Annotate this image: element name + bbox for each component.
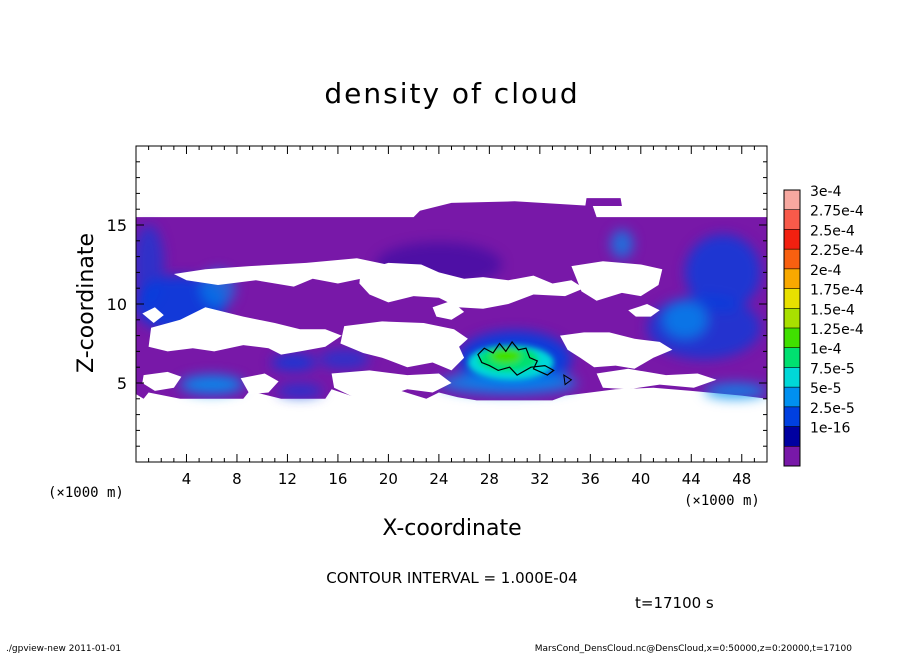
gap-middle-right <box>560 332 673 369</box>
patch-low-right <box>703 383 767 399</box>
contour-lines <box>477 340 573 386</box>
patch-core-base <box>438 371 578 395</box>
gap-upper-left <box>173 258 395 287</box>
x-tick-label: 32 <box>530 470 549 488</box>
patch-top-dot <box>610 229 634 259</box>
x-axis-title: X-coordinate <box>382 516 521 541</box>
footer-right: MarsCond_DensCloud.nc@DensCloud,x=0:5000… <box>535 644 852 654</box>
patch-low-bottom <box>277 384 323 398</box>
gap-middle-center <box>340 321 468 371</box>
cloud-detached-top <box>585 198 622 206</box>
colorbar-label: 5e-5 <box>810 381 841 397</box>
contour-interval-label: CONTOUR INTERVAL = 1.000E-04 <box>326 569 577 587</box>
gap-left-top <box>142 307 164 323</box>
patch-low-12 <box>271 354 317 371</box>
colorbar-swatch <box>784 229 800 250</box>
colorbar-swatch <box>784 268 800 290</box>
colorbar-label: 2.5e-4 <box>810 223 855 239</box>
gap-lower-center <box>331 370 452 398</box>
y-tick-label: 10 <box>107 295 127 314</box>
gap-lower-8 <box>240 373 279 395</box>
colorbar-label: 1.25e-4 <box>810 322 864 338</box>
colorbar-swatch <box>784 387 800 408</box>
colorbar-label: 2.5e-5 <box>810 401 855 417</box>
colorbar-swatch <box>784 328 800 349</box>
cloud-core-maximum <box>467 345 554 380</box>
colorbar-swatch <box>784 367 800 388</box>
y-axis-title: Z-coordinate <box>74 233 99 373</box>
x-tick-label: 24 <box>429 470 448 488</box>
colorbar-label: 1e-16 <box>810 421 850 437</box>
colorbar-swatch <box>784 288 800 309</box>
colorbar-swatch <box>784 190 800 211</box>
y-axis-ticks: 5 10 15 <box>107 145 767 463</box>
x-axis-ticks: 4 8 12 16 20 24 28 32 36 40 44 48 <box>135 146 768 488</box>
chart-title: density of cloud <box>324 77 579 110</box>
contour-small-ring <box>563 374 573 386</box>
x-tick-label: 40 <box>631 470 650 488</box>
gap-upper-mid <box>359 262 584 309</box>
colorbar-swatch <box>784 308 800 329</box>
x-tick-label: 12 <box>278 470 297 488</box>
colorbar-label: 1e-4 <box>810 342 842 358</box>
x-tick-label: 8 <box>232 470 242 488</box>
cloud-density-field <box>136 198 767 401</box>
x-axis-units-left: (×1000 m) <box>48 485 124 501</box>
colorbar-label: 1.5e-4 <box>810 302 855 318</box>
colorbar-swatch <box>784 426 800 447</box>
x-tick-label: 4 <box>182 470 192 488</box>
colorbar-swatch <box>784 209 800 230</box>
gap-lower-left <box>142 371 182 391</box>
patch-right-top <box>684 234 761 311</box>
x-tick-label: 28 <box>480 470 499 488</box>
x-tick-label: 48 <box>732 470 751 488</box>
gap-right-small <box>628 304 660 317</box>
patch-left-edge <box>136 225 164 304</box>
colorbar: 3e-4 2.75e-4 2.5e-4 2.25e-4 2e-4 1.75e-4 1.5e-… <box>783 184 864 467</box>
colorbar-label: 1.75e-4 <box>810 283 864 299</box>
y-axis-units: (×1000 m) <box>684 493 760 509</box>
patch-low-16 <box>318 349 370 369</box>
colorbar-label: 3e-4 <box>810 184 842 200</box>
x-tick-label: 36 <box>581 470 600 488</box>
colorbar-label: 2.25e-4 <box>810 243 864 259</box>
x-tick-label: 44 <box>682 470 701 488</box>
y-tick-label: 15 <box>107 216 127 235</box>
x-tick-label: 16 <box>328 470 347 488</box>
time-label: t=17100 s <box>635 594 714 612</box>
colorbar-swatch <box>784 347 800 368</box>
colorbar-swatch <box>784 406 800 428</box>
colorbar-label: 2.75e-4 <box>810 204 864 220</box>
cloud-free-gaps <box>142 258 717 398</box>
footer-left: ./gpview-new 2011-01-01 <box>6 644 121 654</box>
contour-1e-4 <box>477 340 555 376</box>
colorbar-swatch <box>784 249 800 270</box>
colorbar-swatch <box>784 446 800 467</box>
patch-low-left <box>180 375 244 395</box>
colorbar-label: 2e-4 <box>810 263 842 279</box>
patch-right-bright <box>662 300 708 339</box>
gap-lower-right <box>596 368 717 390</box>
gap-mid-small <box>432 300 465 320</box>
gap-upper-right <box>571 261 663 301</box>
gap-middle-left <box>148 307 342 355</box>
colorbar-label: 7.5e-5 <box>810 361 855 377</box>
x-tick-label: 20 <box>379 470 398 488</box>
core-bright-green <box>490 349 521 364</box>
y-tick-label: 5 <box>117 374 127 393</box>
